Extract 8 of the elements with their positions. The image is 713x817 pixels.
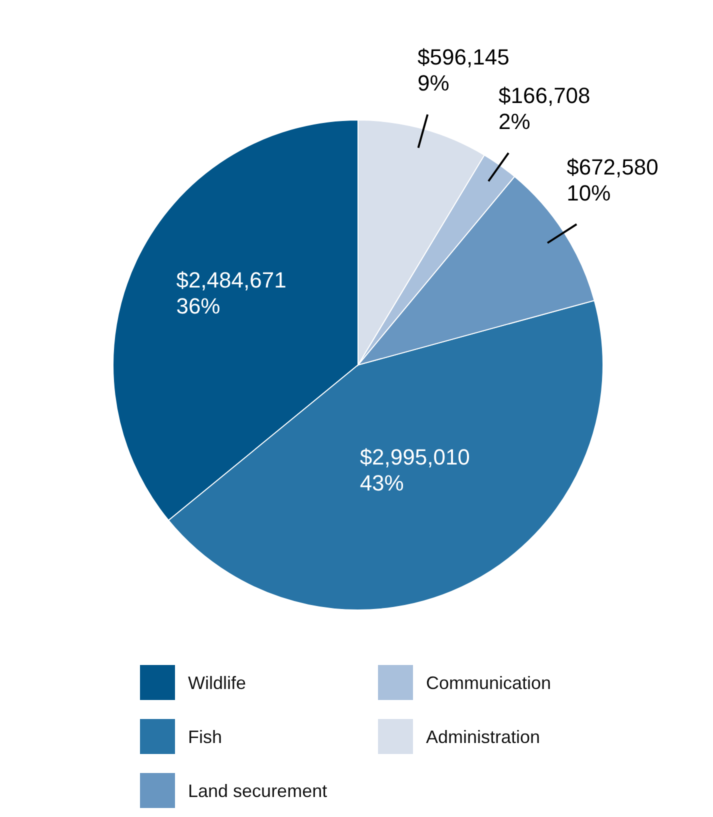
data-label: $2,484,671 36% — [176, 267, 286, 318]
legend-label: Land securement — [188, 781, 328, 801]
data-label: $672,580 10% — [566, 154, 658, 206]
legend-label: Communication — [426, 673, 552, 693]
legend-label: Wildlife — [188, 673, 246, 693]
legend-label: Administration — [426, 727, 540, 747]
legend-label: Fish — [188, 727, 222, 747]
data-label: $2,995,010 43% — [360, 444, 470, 496]
